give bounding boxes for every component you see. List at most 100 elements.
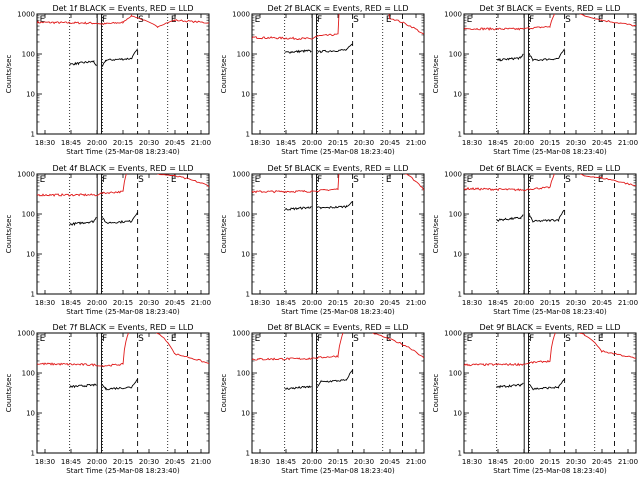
flag-label: S	[353, 334, 359, 344]
x-tick-label: 20:15	[540, 299, 560, 307]
panel-3: Det 3f BLACK = Events, RED = LLD 1 10 100 10…	[432, 4, 638, 156]
x-tick-label: 20:15	[328, 299, 348, 307]
events-series-line	[69, 216, 97, 226]
y-tick-label: 1	[31, 450, 35, 458]
y-tick-label: 100	[237, 51, 250, 59]
y-tick-label: 1	[31, 291, 35, 299]
events-series-line	[496, 382, 524, 389]
x-tick-label: 20:30	[139, 139, 159, 147]
flag-label: E	[40, 175, 46, 185]
x-tick-label: 18:45	[488, 458, 508, 466]
x-tick-label: 20:45	[592, 139, 612, 147]
x-tick-label: 18:45	[488, 299, 508, 307]
lld-series-line	[252, 174, 424, 194]
events-series-line	[69, 383, 97, 389]
x-axis-label: Start Time (25-Mar-08 18:23:40)	[493, 308, 607, 316]
y-tick-label: 10	[453, 410, 462, 418]
y-tick-label: 10	[26, 410, 35, 418]
events-series-line	[496, 53, 524, 62]
lld-series-line	[37, 333, 209, 368]
x-tick-label: 21:00	[406, 458, 426, 466]
y-tick-label: 1000	[17, 11, 35, 19]
events-series-line	[101, 48, 138, 67]
x-tick-label: 21:00	[191, 299, 211, 307]
y-tick-label: 100	[449, 51, 462, 59]
events-series-line	[317, 43, 353, 54]
panel-title: Det 1f BLACK = Events, RED = LLD	[52, 4, 193, 13]
x-tick-label: 20:00	[302, 299, 322, 307]
flag-label: S	[565, 175, 571, 185]
y-tick-label: 1	[458, 131, 462, 139]
flag-label: F	[317, 334, 322, 344]
y-tick-label: 1000	[444, 11, 462, 19]
flag-label: E	[386, 175, 392, 185]
flag-label: E	[255, 334, 261, 344]
axes-frame	[36, 332, 210, 454]
x-axis-label: Start Time (25-Mar-08 18:23:40)	[66, 467, 180, 475]
panel-7: Det 7f BLACK = Events, RED = LLD 1 10 100 10…	[5, 323, 211, 475]
x-tick-label: 21:00	[618, 299, 638, 307]
y-axis-label: Counts/sec	[5, 215, 13, 254]
y-tick-label: 100	[449, 211, 462, 219]
flag-label: E	[171, 175, 177, 185]
x-tick-label: 18:45	[61, 139, 81, 147]
axes-frame	[251, 332, 425, 454]
y-tick-label: 10	[241, 251, 250, 259]
lld-series-line	[464, 14, 636, 31]
flag-label: F	[317, 175, 322, 185]
flag-label: S	[353, 15, 359, 25]
x-tick-label: 20:45	[380, 299, 400, 307]
flag-label: E	[255, 175, 261, 185]
x-tick-label: 20:00	[514, 139, 534, 147]
x-tick-label: 18:45	[276, 458, 296, 466]
lld-series-line	[464, 174, 636, 192]
lld-series-line	[37, 14, 209, 29]
axes-frame	[251, 173, 425, 295]
x-tick-label: 20:30	[354, 139, 374, 147]
x-tick-label: 21:00	[618, 458, 638, 466]
x-tick-label: 20:30	[566, 299, 586, 307]
y-tick-label: 100	[449, 370, 462, 378]
x-tick-label: 20:45	[592, 299, 612, 307]
y-tick-label: 1	[246, 291, 250, 299]
events-series-line	[496, 214, 524, 222]
y-tick-label: 100	[22, 370, 35, 378]
panel-title: Det 2f BLACK = Events, RED = LLD	[267, 4, 408, 13]
axes-frame	[463, 173, 637, 295]
events-series-line	[528, 48, 565, 62]
flag-label: F	[102, 15, 107, 25]
lld-series-line	[464, 333, 636, 367]
data-traces	[252, 174, 424, 211]
x-tick-label: 18:45	[276, 299, 296, 307]
events-series-line	[284, 49, 312, 54]
x-tick-label: 20:45	[380, 458, 400, 466]
events-series-line	[317, 369, 353, 387]
x-axis-label: Start Time (25-Mar-08 18:23:40)	[281, 148, 395, 156]
x-tick-label: 20:45	[592, 458, 612, 466]
data-traces	[464, 333, 636, 391]
y-axis-label: Counts/sec	[5, 55, 13, 94]
y-tick-label: 1000	[444, 171, 462, 179]
data-traces	[464, 174, 636, 223]
data-traces	[252, 14, 424, 54]
x-axis-label: Start Time (25-Mar-08 18:23:40)	[66, 308, 180, 316]
y-tick-label: 10	[26, 91, 35, 99]
events-series-line	[284, 205, 312, 211]
panel-title: Det 4f BLACK = Events, RED = LLD	[52, 164, 193, 173]
flag-label: S	[565, 334, 571, 344]
x-tick-label: 20:00	[514, 458, 534, 466]
panel-8: Det 8f BLACK = Events, RED = LLD 1 10 100 10…	[220, 323, 426, 475]
data-traces	[252, 333, 424, 390]
x-axis-label: Start Time (25-Mar-08 18:23:40)	[281, 467, 395, 475]
x-tick-label: 20:15	[328, 458, 348, 466]
x-tick-label: 21:00	[191, 458, 211, 466]
flag-label: S	[565, 15, 571, 25]
x-tick-label: 18:30	[250, 139, 270, 147]
x-tick-label: 18:30	[35, 458, 55, 466]
x-tick-label: 20:30	[566, 458, 586, 466]
x-tick-label: 20:15	[540, 139, 560, 147]
data-traces	[37, 14, 209, 67]
axes-frame	[36, 13, 210, 135]
flag-label: E	[386, 15, 392, 25]
